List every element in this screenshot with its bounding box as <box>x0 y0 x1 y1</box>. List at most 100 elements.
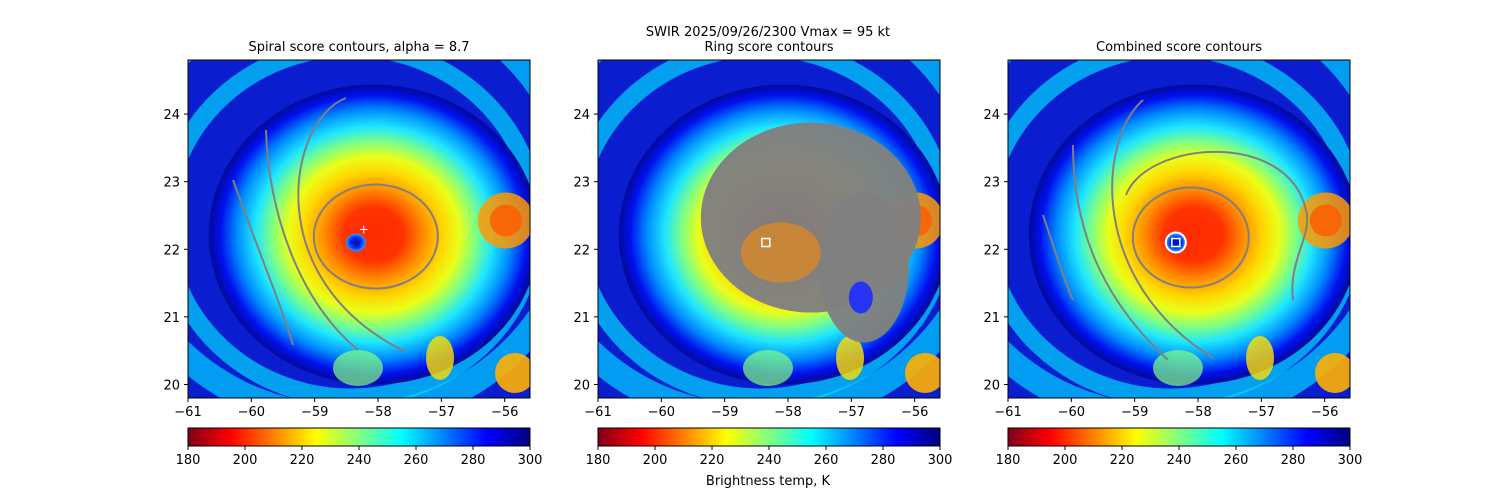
best-center-square-marker <box>761 237 771 248</box>
y-tick-label: 20 <box>983 378 1000 393</box>
y-tick-label: 24 <box>163 108 180 123</box>
x-tick-label: −60 <box>238 405 265 420</box>
colorbar-label: Brightness temp, K <box>706 474 831 489</box>
hurricane-eye <box>1165 233 1186 252</box>
low-cloud-patch <box>1153 350 1203 386</box>
y-tick-label: 20 <box>573 378 590 393</box>
x-tick-label: −59 <box>301 405 328 420</box>
x-tick-label: −61 <box>584 405 611 420</box>
x-tick-label: −57 <box>838 405 865 420</box>
axes-frame <box>597 59 941 399</box>
central-dense-overcast <box>1028 84 1350 385</box>
spiral-contour-2 <box>232 179 294 346</box>
hurricane-eye <box>345 233 366 252</box>
y-tick-label: 20 <box>163 378 180 393</box>
colorbar-tick-label: 200 <box>643 453 668 468</box>
colorbar-gradient <box>597 427 941 447</box>
axes-frame <box>187 59 531 399</box>
spiral-contour-3 <box>297 97 407 353</box>
figure-suptitle: SWIR 2025/09/26/2300 Vmax = 95 kt <box>646 25 890 40</box>
colorbar-tick-label: 280 <box>461 453 486 468</box>
convective-cell-southeast <box>1315 353 1350 393</box>
combined-contour-3 <box>1111 99 1214 359</box>
colorbar-gradient <box>1007 427 1351 447</box>
spiral-contour-inner <box>312 183 439 290</box>
panel-1: Spiral score contours, alpha = 8.7 + −61 −6… <box>163 40 543 468</box>
x-tick-label: −61 <box>994 405 1021 420</box>
brightness-field <box>1008 60 1350 398</box>
axes-frame <box>1007 59 1351 399</box>
colorbar-tick-label: 300 <box>1338 453 1363 468</box>
colorbar-tick-label: 180 <box>176 453 201 468</box>
convective-cell-core <box>489 204 522 237</box>
panel-2: Ring score contours −61 −60 −59 −58 −57 −56 20 2… <box>573 40 953 468</box>
panel-title: Combined score contours <box>1096 40 1262 55</box>
x-tick-label: −61 <box>174 405 201 420</box>
panels: Spiral score contours, alpha = 8.7 + −61 −6… <box>163 40 1363 468</box>
low-cloud-patch <box>743 350 793 386</box>
colorbar-tick-label: 220 <box>1110 453 1135 468</box>
y-tick-label: 23 <box>163 176 180 191</box>
colorbar-tick-label: 240 <box>1167 453 1192 468</box>
colorbar-tick-label: 240 <box>757 453 782 468</box>
x-tick-label: −57 <box>428 405 455 420</box>
x-tick-label: −56 <box>901 405 928 420</box>
combined-eye-ring <box>1164 231 1187 254</box>
colorbar-tick-label: 220 <box>290 453 315 468</box>
colorbar-tick-label: 200 <box>233 453 258 468</box>
x-tick-label: −59 <box>711 405 738 420</box>
colorbar-tick-label: 260 <box>404 453 429 468</box>
x-tick-label: −58 <box>774 405 801 420</box>
x-tick-label: −58 <box>364 405 391 420</box>
convective-cell-south <box>1246 336 1274 380</box>
colorbar-tick-label: 280 <box>1281 453 1306 468</box>
ring-warm-core <box>740 222 821 283</box>
brightness-field <box>598 60 940 398</box>
colorbar: 180 200 220 240 260 280 300 <box>586 427 953 468</box>
x-tick-label: −56 <box>491 405 518 420</box>
y-tick-label: 21 <box>573 311 590 326</box>
panel-title: Spiral score contours, alpha = 8.7 <box>248 40 469 55</box>
convective-cell-southeast <box>905 353 940 393</box>
combined-contour-inner <box>1131 186 1250 289</box>
combined-contour-outer <box>1125 150 1309 301</box>
panel-title: Ring score contours <box>704 40 833 55</box>
x-tick-label: −60 <box>1058 405 1085 420</box>
y-tick-label: 24 <box>573 108 590 123</box>
colorbar: 180 200 220 240 260 280 300 <box>996 427 1363 468</box>
colorbar-tick-label: 240 <box>347 453 372 468</box>
convective-cell-core <box>1309 204 1342 237</box>
panel-3: Combined score contours −61 −60 −59 −58 −57 −5… <box>983 40 1363 468</box>
y-tick-label: 23 <box>573 176 590 191</box>
colorbar: 180 200 220 240 260 280 300 <box>176 427 543 468</box>
ring-score-mask-tail <box>818 192 909 343</box>
spiral-contour-1 <box>265 129 359 351</box>
colorbar-tick-label: 280 <box>871 453 896 468</box>
combined-contour-2 <box>1042 214 1074 301</box>
colorbar-tick-label: 300 <box>928 453 953 468</box>
y-tick-label: 21 <box>983 311 1000 326</box>
ring-cold-pixels <box>848 281 873 314</box>
convective-cell-south <box>836 336 864 380</box>
low-cloud-patch <box>333 350 383 386</box>
convective-cell-southeast <box>495 353 530 393</box>
colorbar-tick-label: 180 <box>586 453 611 468</box>
colorbar-tick-label: 260 <box>814 453 839 468</box>
convective-cell-south <box>426 336 454 380</box>
colorbar-tick-label: 180 <box>996 453 1021 468</box>
x-tick-label: −58 <box>1184 405 1211 420</box>
best-center-square-marker <box>1171 237 1181 248</box>
colorbar-gradient <box>187 427 531 447</box>
best-center-plus-marker: + <box>359 223 369 237</box>
y-tick-label: 22 <box>983 243 1000 258</box>
y-tick-label: 22 <box>163 243 180 258</box>
combined-contour-1 <box>1072 144 1169 361</box>
colorbar-tick-label: 300 <box>518 453 543 468</box>
y-tick-label: 22 <box>573 243 590 258</box>
x-tick-label: −59 <box>1121 405 1148 420</box>
colorbar-tick-label: 200 <box>1053 453 1078 468</box>
colorbar-tick-label: 260 <box>1224 453 1249 468</box>
colorbar-tick-label: 220 <box>700 453 725 468</box>
y-tick-label: 24 <box>983 108 1000 123</box>
